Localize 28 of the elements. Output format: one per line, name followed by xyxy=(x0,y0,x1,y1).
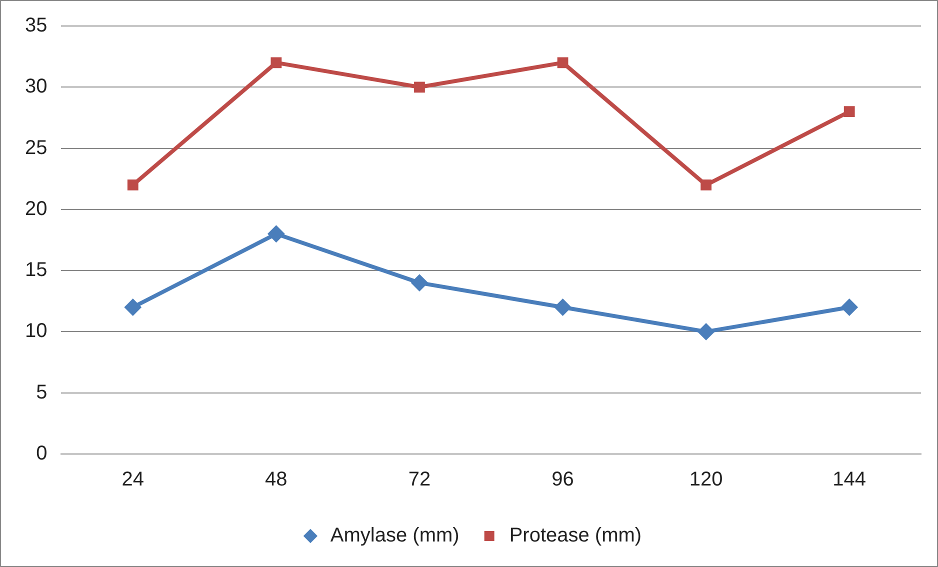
y-tick-label: 5 xyxy=(36,381,48,404)
x-tick-label: 144 xyxy=(832,468,866,491)
y-tick-label: 10 xyxy=(24,320,48,342)
point xyxy=(700,180,712,190)
x-tick-label: 24 xyxy=(122,468,144,491)
y-tick-label: 30 xyxy=(24,76,48,98)
point xyxy=(554,298,572,316)
point xyxy=(127,180,138,190)
point xyxy=(844,106,855,118)
legend-label: Amylase (mm) xyxy=(330,524,460,547)
x-tick-label: 48 xyxy=(265,468,288,491)
y-tick-label: 15 xyxy=(24,259,48,282)
x-tick-label: 96 xyxy=(552,468,574,491)
point xyxy=(698,323,715,340)
y-tick-label: 0 xyxy=(36,442,48,465)
legend-label: Protease (mm) xyxy=(509,524,642,547)
y-tick-label: 25 xyxy=(24,136,48,159)
point xyxy=(410,274,428,292)
point xyxy=(270,57,282,68)
point xyxy=(268,225,285,242)
point xyxy=(414,82,425,93)
y-tick-label: 20 xyxy=(24,198,48,220)
point xyxy=(557,57,568,68)
x-tick-label: 72 xyxy=(408,468,431,491)
y-tick-label: 35 xyxy=(24,14,48,37)
x-tick-label: 120 xyxy=(689,468,723,491)
point xyxy=(124,298,142,316)
point xyxy=(840,298,858,316)
